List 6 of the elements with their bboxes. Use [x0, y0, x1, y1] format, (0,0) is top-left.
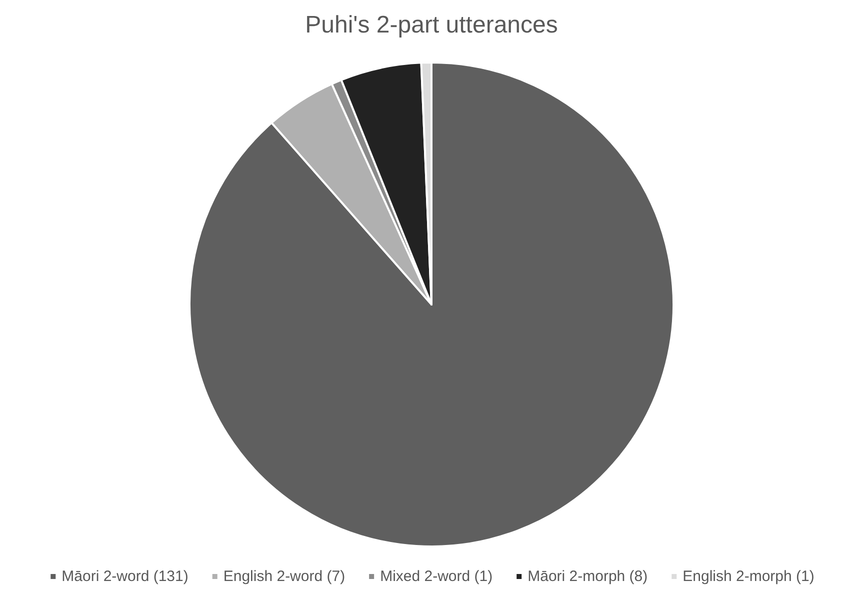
chart-title: Puhi's 2-part utterances: [305, 12, 558, 38]
legend-label: Mixed 2-word (1): [380, 568, 493, 585]
legend-label: Māori 2-morph (8): [528, 568, 648, 585]
legend-label: English 2-morph (1): [682, 568, 814, 585]
legend-label: English 2-word (7): [223, 568, 346, 585]
legend-label: Māori 2-word (131): [62, 568, 188, 585]
